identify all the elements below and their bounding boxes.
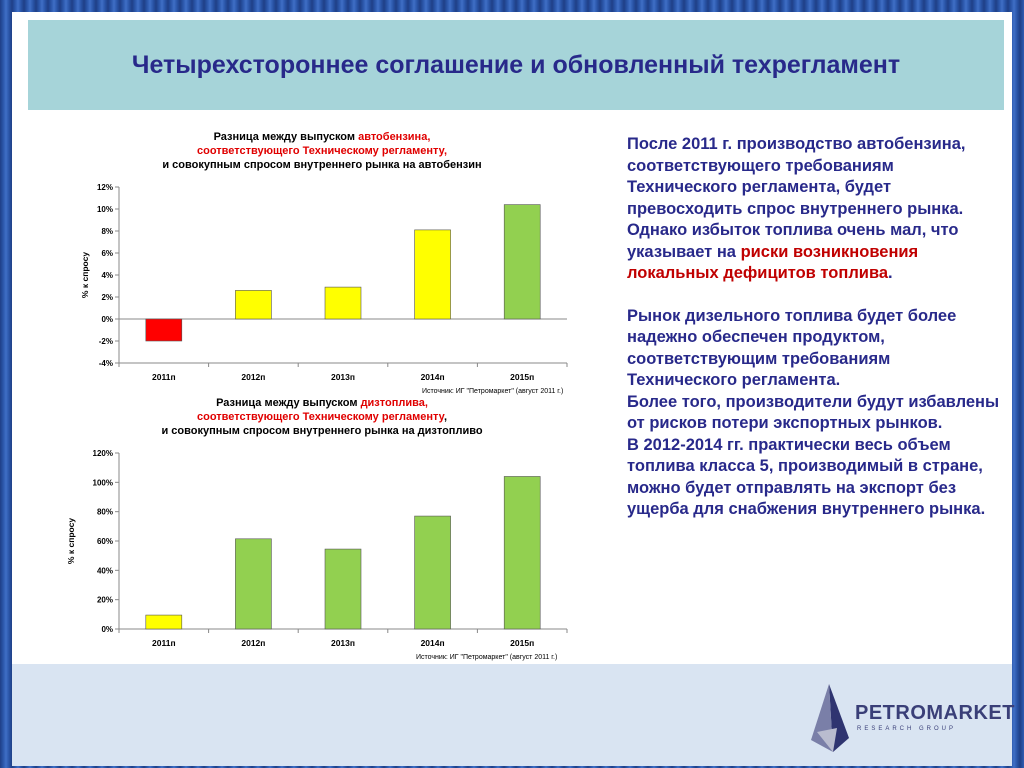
- risk-highlight: риски возникновения локальных дефицитов …: [627, 242, 919, 283]
- bar: [235, 290, 272, 320]
- y-tick-label: 120%: [93, 449, 113, 458]
- chart-title-line: Разница между выпуском автобензина,: [213, 131, 431, 143]
- x-tick-label: 2014п: [421, 372, 445, 382]
- footer-band: [12, 662, 1012, 766]
- chart-title-line: соответствующего Техническому регламенту…: [196, 145, 448, 157]
- y-tick-label: 2%: [101, 293, 113, 302]
- y-tick-label: 8%: [101, 227, 113, 236]
- bar: [503, 476, 541, 630]
- chart-title-line: и совокупным спросом внутреннего рынка н…: [161, 425, 483, 437]
- diesel-chart: Разница между выпуском дизтоплива, соотв…: [62, 396, 582, 662]
- chart-title: Разница между выпуском автобензина, соот…: [62, 130, 582, 172]
- bar: [324, 286, 362, 320]
- title-bar: Четырехстороннее соглашение и обновленны…: [28, 20, 1004, 110]
- logo-name: PETROMARKET: [855, 702, 1015, 724]
- x-tick-label: 2013п: [331, 372, 355, 382]
- chart-source: Источник: ИГ "Петромаркет" (август 2011 …: [422, 388, 564, 395]
- chart-title-line: Разница между выпуском дизтоплива,: [216, 397, 428, 409]
- paragraph-export-risk: Более того, производители будут избавлен…: [627, 392, 1000, 433]
- petromarket-logo: PETROMARKET RESEARCH GROUP: [807, 682, 1014, 754]
- y-tick-label: -2%: [99, 337, 113, 346]
- y-tick-label: 40%: [97, 566, 113, 575]
- chart-title-line: и совокупным спросом внутреннего рынка н…: [162, 159, 482, 171]
- bar: [414, 229, 451, 320]
- y-tick-label: 0%: [101, 625, 113, 634]
- x-tick-label: 2015п: [510, 638, 534, 648]
- x-tick-label: 2012п: [241, 372, 265, 382]
- y-axis-label: % к спросу: [66, 518, 76, 564]
- paragraph-gasoline: После 2011 г. производство автобензина, …: [627, 135, 966, 283]
- gasoline-chart-plot: 12% 10% 8% 6% 4% 2% 0% -2% -4% 2011п 2012п 2013п 201…: [80, 183, 568, 382]
- y-tick-label: 20%: [97, 596, 113, 605]
- y-tick-label: 100%: [93, 478, 113, 487]
- bar: [235, 538, 272, 630]
- y-tick-label: 10%: [97, 205, 113, 214]
- x-tick-label: 2012п: [241, 638, 265, 648]
- logo-emblem-icon: [811, 684, 849, 752]
- bar: [145, 614, 183, 630]
- bar: [324, 548, 362, 630]
- paragraph-export: В 2012-2014 гг. практически весь объем т…: [627, 435, 986, 519]
- y-tick-label: 80%: [97, 508, 113, 517]
- y-tick-label: 60%: [97, 537, 113, 546]
- chart-title-line: соответствующего Техническому регламенту…: [196, 411, 448, 423]
- diesel-chart-plot: 120% 100% 80% 60% 40% 20% 0% 2011п 2012п 2013п 201…: [66, 449, 568, 648]
- x-tick-label: 2011п: [152, 638, 176, 648]
- content-panel: Четырехстороннее соглашение и обновленны…: [12, 12, 1012, 662]
- paragraph-diesel: Рынок дизельного топлива будет более над…: [627, 306, 957, 390]
- x-tick-label: 2014п: [421, 638, 445, 648]
- gasoline-chart: Разница между выпуском автобензина, соот…: [62, 130, 582, 402]
- bar: [414, 515, 451, 630]
- page-title: Четырехстороннее соглашение и обновленны…: [131, 50, 901, 79]
- bar: [503, 204, 541, 320]
- y-tick-label: 4%: [101, 271, 113, 280]
- y-tick-label: 6%: [101, 249, 113, 258]
- slide: Четырехстороннее соглашение и обновленны…: [12, 12, 1014, 766]
- x-tick-label: 2011п: [152, 372, 176, 382]
- chart-title: Разница между выпуском дизтоплива, соотв…: [62, 396, 582, 438]
- x-tick-label: 2013п: [331, 638, 355, 648]
- y-tick-label: 0%: [101, 315, 113, 324]
- x-tick-label: 2015п: [510, 372, 534, 382]
- y-tick-label: 12%: [97, 183, 113, 192]
- logo-tagline: RESEARCH GROUP: [857, 726, 957, 732]
- commentary-text: После 2011 г. производство автобензина, …: [627, 134, 1002, 521]
- bar: [145, 318, 183, 342]
- y-axis-label: % к спросу: [80, 252, 90, 298]
- y-tick-label: -4%: [99, 359, 113, 368]
- chart-source: Источник: ИГ "Петромаркет" (август 2011 …: [416, 654, 558, 661]
